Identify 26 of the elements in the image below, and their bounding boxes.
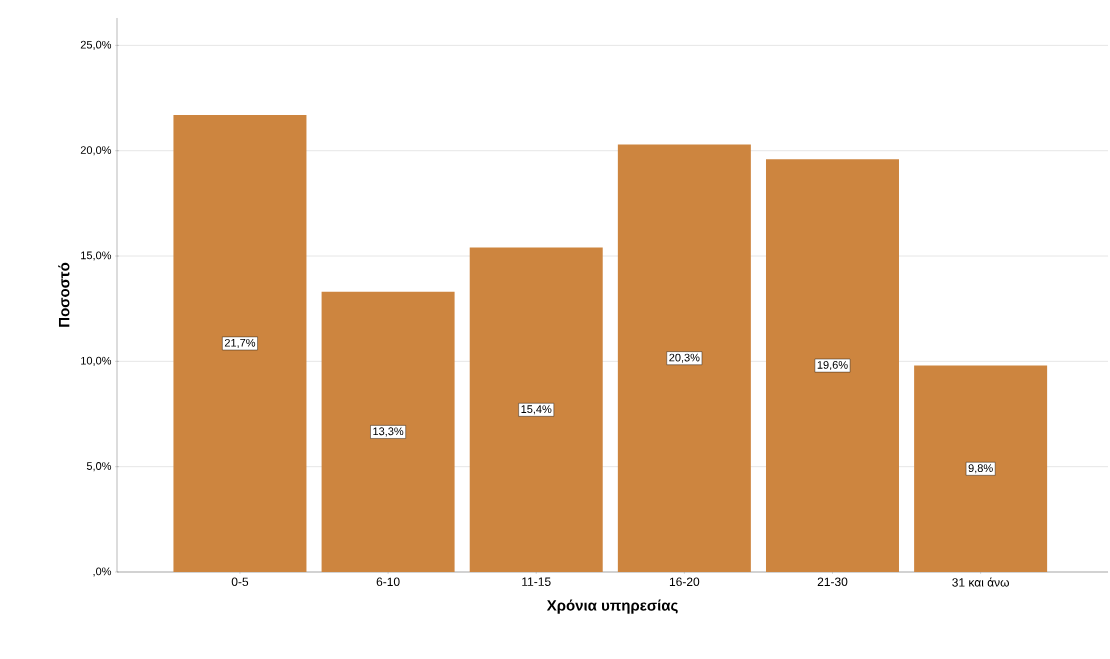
bar: [617, 144, 751, 572]
x-tick-label: 6-10: [376, 577, 400, 587]
y-tick-label: 10,0%: [81, 356, 112, 366]
bar: [321, 291, 455, 572]
y-tick-label: 25,0%: [80, 40, 112, 50]
x-tick-label: 21-30: [817, 577, 848, 587]
y-tick-label: 20,0%: [80, 146, 112, 156]
data-label: 9,8%: [968, 464, 993, 474]
x-tick-label: 31 και άνω: [952, 577, 1009, 587]
x-tick-label: 0-5: [231, 577, 249, 587]
x-axis-title: Χρόνια υπηρεσίας: [546, 599, 678, 614]
y-tick-label: 15,0%: [81, 251, 112, 261]
data-label: 19,6%: [817, 361, 848, 371]
y-tick-label: 5,0%: [86, 462, 112, 472]
x-tick-label: 16-20: [669, 577, 700, 587]
x-tick-label: 11-15: [522, 577, 551, 586]
bar: [914, 365, 1048, 572]
bar: [765, 159, 899, 572]
bar: [469, 247, 603, 572]
data-label: 13,3%: [373, 427, 404, 437]
data-label: 20,3%: [669, 353, 700, 363]
y-tick-label: ,0%: [93, 567, 112, 577]
bar: [173, 114, 307, 572]
y-axis-title: Ποσοστό: [58, 262, 70, 327]
data-label: 15,4%: [521, 405, 552, 415]
data-label: 21,7%: [224, 338, 256, 348]
